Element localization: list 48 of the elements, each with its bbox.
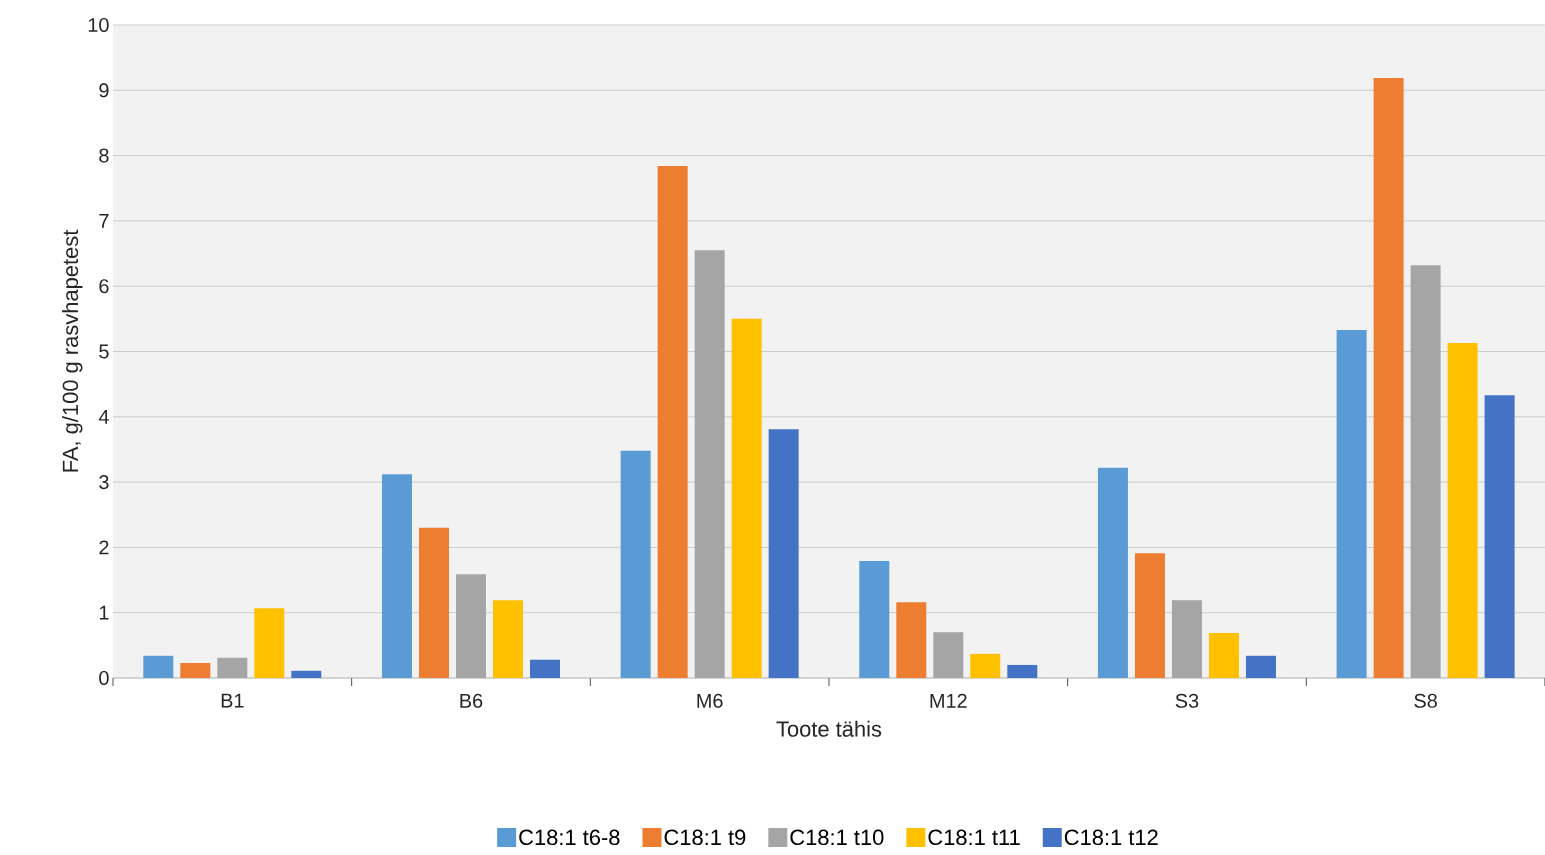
bar <box>1245 655 1276 678</box>
legend-label: C18:1 t6-8 <box>519 829 620 846</box>
y-tick-label: 8 <box>99 148 109 163</box>
bar <box>620 450 651 678</box>
y-tick-label: 7 <box>99 214 109 228</box>
bar <box>896 602 927 678</box>
legend-label: C18:1 t11 <box>928 829 1020 846</box>
bar <box>1097 467 1128 678</box>
bar <box>1336 329 1367 678</box>
bar <box>418 527 449 678</box>
legend-label: C18:1 t12 <box>1064 829 1158 846</box>
y-tick-label: 5 <box>99 344 109 359</box>
bar <box>254 608 285 678</box>
bar <box>291 670 322 678</box>
x-tick-label: S3 <box>1175 693 1199 708</box>
bar <box>180 662 211 678</box>
bar <box>1134 553 1165 678</box>
y-tick-label: 2 <box>99 540 109 555</box>
bar <box>381 474 412 678</box>
y-tick-label: 4 <box>98 409 109 424</box>
y-axis-title: FA, g/100 g rasvhapetest <box>62 229 83 472</box>
y-tick-label: 0 <box>99 670 109 686</box>
x-tick-label: M12 <box>930 693 967 708</box>
legend-label: C18:1 t10 <box>790 829 884 846</box>
y-tick-label: 9 <box>99 83 109 98</box>
bar <box>970 653 1001 678</box>
bar <box>529 659 560 678</box>
x-tick-label: B6 <box>460 693 483 708</box>
x-axis-title: Toote tähis <box>776 720 882 737</box>
y-tick-label: 6 <box>99 279 109 294</box>
legend-label: C18:1 t9 <box>664 829 746 846</box>
x-tick-label: B1 <box>221 693 244 708</box>
bar <box>768 429 799 678</box>
bar <box>143 655 174 678</box>
y-tick-label: 1 <box>99 605 109 620</box>
x-tick-label: S8 <box>1414 693 1437 708</box>
bar <box>1447 343 1478 678</box>
bar <box>1484 395 1515 678</box>
bar <box>492 600 523 678</box>
bar <box>1373 77 1404 678</box>
x-tick-label: M6 <box>697 693 723 708</box>
bar <box>1007 664 1038 678</box>
y-tick-label: 10 <box>88 17 109 33</box>
y-tick-label: 3 <box>99 475 109 490</box>
bar <box>731 318 762 678</box>
bar <box>859 561 890 678</box>
bar <box>657 166 688 678</box>
bar <box>1208 632 1239 678</box>
